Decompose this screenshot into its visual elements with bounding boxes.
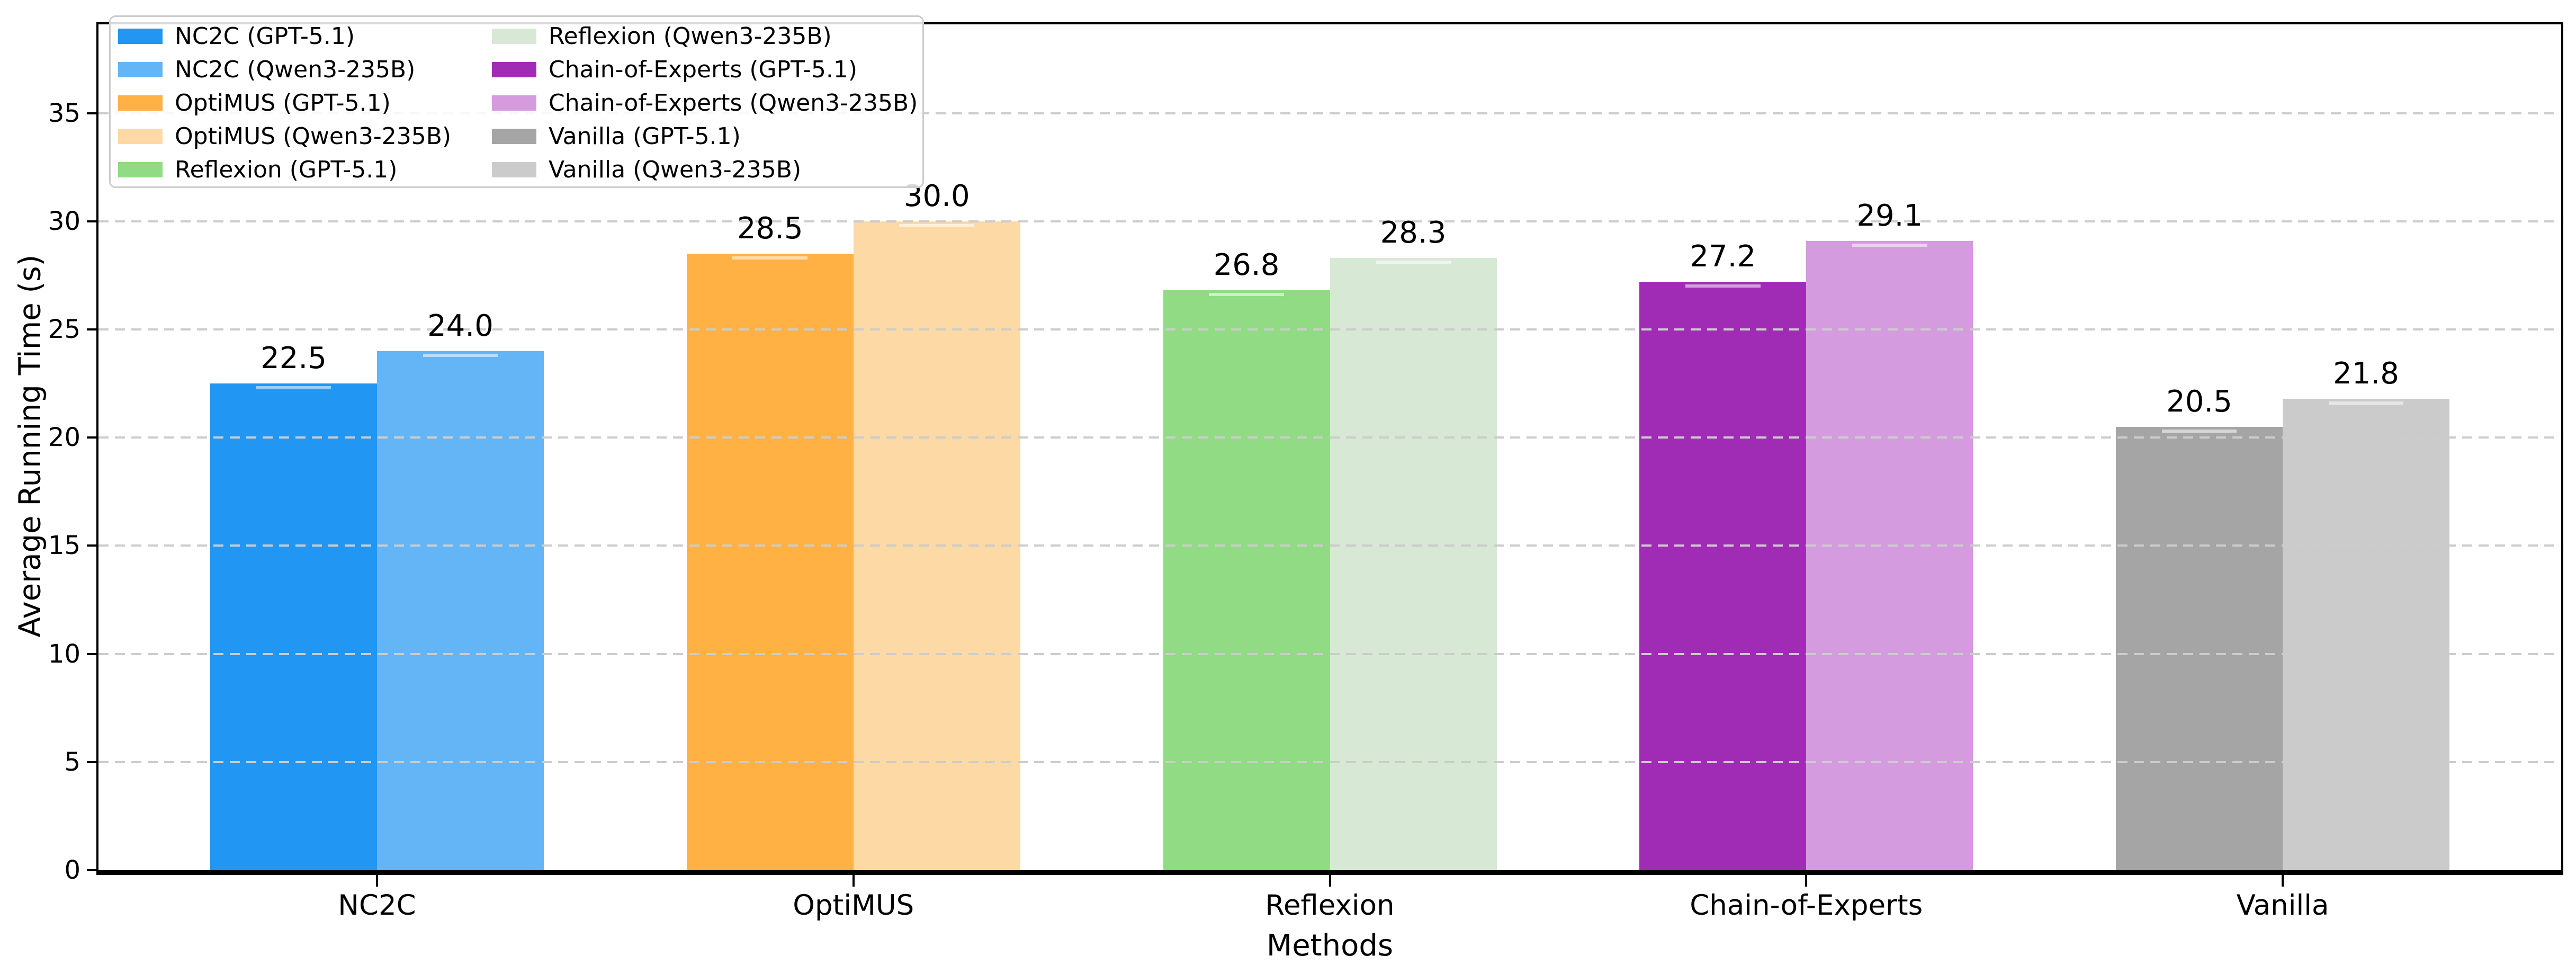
legend-entry: Reflexion (Qwen3-235B) [492,23,918,50]
bar-value-label: 28.3 [1380,216,1447,251]
bar-chain-of-experts-gpt-5.1 [1639,282,1807,872]
bar-vanilla-qwen3-235b [2283,398,2449,872]
x-axis-title: Methods [1266,928,1394,963]
y-tick-mark [87,869,98,871]
bar-top-highlight [423,353,498,357]
bar-top-highlight [2328,401,2404,405]
x-tick-label: Reflexion [1265,889,1395,922]
gridline [98,328,2561,330]
x-tick-mark [376,875,378,887]
legend-label: NC2C (Qwen3-235B) [175,56,416,83]
legend-label: OptiMUS (GPT-5.1) [175,90,391,117]
bar-top-highlight [1209,293,1284,297]
legend-swatch [118,129,163,144]
legend-label: Vanilla (GPT-5.1) [549,123,741,150]
bar-top-highlight [732,256,808,260]
legend-label: Chain-of-Experts (Qwen3-235B) [549,90,918,117]
bar-top-highlight [899,224,975,227]
legend-entry: OptiMUS (GPT-5.1) [118,90,492,117]
y-tick-mark [87,761,98,763]
legend-label: Reflexion (GPT-5.1) [175,156,398,183]
bar-value-label: 27.2 [1690,239,1756,274]
bar-chain-of-experts-qwen3-235b [1806,240,1973,872]
left-spine [96,22,98,875]
gridline [98,653,2561,655]
gridline [98,544,2561,547]
y-tick-label: 35 [48,98,80,128]
bar-value-label: 20.5 [2166,384,2232,419]
legend-entry: Reflexion (GPT-5.1) [118,156,492,183]
x-tick-label: Chain-of-Experts [1690,889,1923,922]
legend-swatch [118,62,163,77]
bar-value-label: 22.5 [261,341,327,376]
bottom-spine [96,870,2563,875]
y-tick-mark [87,328,98,330]
bar-top-highlight [2161,429,2237,433]
y-tick-label: 15 [48,531,80,561]
legend-label: Reflexion (Qwen3-235B) [549,23,832,50]
bar-top-highlight [1685,284,1761,288]
y-tick-mark [87,436,98,439]
legend-swatch [492,162,536,177]
legend-swatch [492,29,536,44]
x-tick-mark [1329,875,1331,887]
gridline [98,436,2561,439]
y-tick-label: 0 [64,855,80,885]
legend-label: NC2C (GPT-5.1) [175,23,355,50]
y-tick-label: 5 [64,747,80,777]
y-tick-mark [87,544,98,547]
legend-entry: NC2C (GPT-5.1) [118,23,492,50]
y-tick-label: 25 [48,314,80,344]
x-tick-mark [1805,875,1808,887]
legend-entry: OptiMUS (Qwen3-235B) [118,123,492,150]
bar-reflexion-gpt-5.1 [1163,290,1330,872]
bar-value-label: 24.0 [427,308,493,343]
bar-reflexion-qwen3-235b [1330,258,1497,872]
x-tick-mark [2282,875,2284,887]
gridline [98,220,2561,222]
legend-entry: NC2C (Qwen3-235B) [118,56,492,83]
legend-swatch [492,95,536,111]
y-tick-mark [87,112,98,114]
bar-value-label: 28.5 [737,211,803,246]
legend-swatch [492,62,536,77]
legend-label: OptiMUS (Qwen3-235B) [175,123,452,150]
legend-swatch [118,95,163,111]
bar-vanilla-gpt-5.1 [2116,426,2283,872]
legend-label: Vanilla (Qwen3-235B) [549,156,802,183]
x-tick-label: OptiMUS [793,889,914,922]
legend-label: Chain-of-Experts (GPT-5.1) [549,56,857,83]
y-tick-mark [87,220,98,222]
legend-swatch [118,29,163,44]
bar-top-highlight [1852,243,1927,247]
bar-value-label: 21.8 [2333,356,2399,391]
right-spine [2561,22,2563,875]
legend-entry: Chain-of-Experts (Qwen3-235B) [492,90,918,117]
legend-entry: Chain-of-Experts (GPT-5.1) [492,56,918,83]
gridline [98,112,2561,114]
bar-optimus-gpt-5.1 [686,254,854,872]
legend: NC2C (GPT-5.1) NC2C (Qwen3-235B) OptiMUS (… [109,15,924,188]
bar-nc2c-qwen3-235b [377,351,544,872]
top-spine [96,22,2563,24]
bar-value-label: 29.1 [1856,198,1923,233]
y-tick-label: 10 [48,639,80,669]
gridline [98,761,2561,763]
y-tick-mark [87,653,98,655]
y-tick-label: 30 [48,206,80,236]
legend-swatch [492,129,536,144]
bar-nc2c-gpt-5.1 [210,383,377,872]
y-tick-label: 20 [48,423,80,453]
bar-top-highlight [256,386,331,390]
x-tick-label: NC2C [338,889,416,922]
x-tick-mark [852,875,855,887]
legend-swatch [118,162,163,177]
legend-entry: Vanilla (GPT-5.1) [492,123,918,150]
bar-top-highlight [1376,261,1451,264]
bar-optimus-qwen3-235b [853,221,1020,872]
legend-entry: Vanilla (Qwen3-235B) [492,156,918,183]
x-tick-label: Vanilla [2236,889,2329,922]
bar-value-label: 26.8 [1213,248,1280,283]
